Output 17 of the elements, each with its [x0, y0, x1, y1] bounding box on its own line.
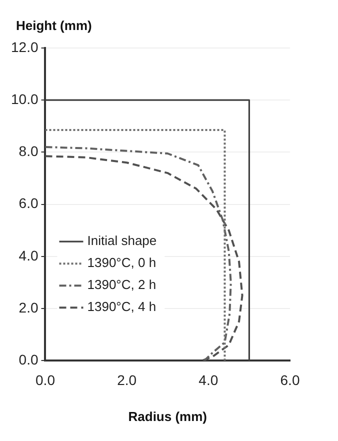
legend-label: Initial shape: [87, 233, 157, 248]
y-tick-label: 12.0: [11, 38, 38, 55]
x-tick-label: 6.0: [280, 372, 300, 388]
x-tick-label: 0.0: [36, 372, 56, 388]
y-tick-label: 8.0: [18, 143, 38, 160]
y-tick-label: 2.0: [18, 299, 38, 316]
x-tick-label: 2.0: [117, 372, 137, 388]
legend-label: 1390°C, 2 h: [87, 277, 156, 292]
legend-label: 1390°C, 4 h: [87, 299, 156, 314]
y-axis-title: Height (mm): [16, 18, 92, 34]
y-tick-label: 6.0: [18, 195, 38, 212]
x-axis-title: Radius (mm): [128, 408, 207, 424]
legend-label: 1390°C, 0 h: [87, 255, 156, 270]
x-tick-label: 4.0: [198, 372, 218, 388]
y-tick-label: 4.0: [18, 247, 38, 264]
y-tick-label: 10.0: [11, 90, 38, 107]
y-tick-label: 0.0: [18, 351, 38, 368]
